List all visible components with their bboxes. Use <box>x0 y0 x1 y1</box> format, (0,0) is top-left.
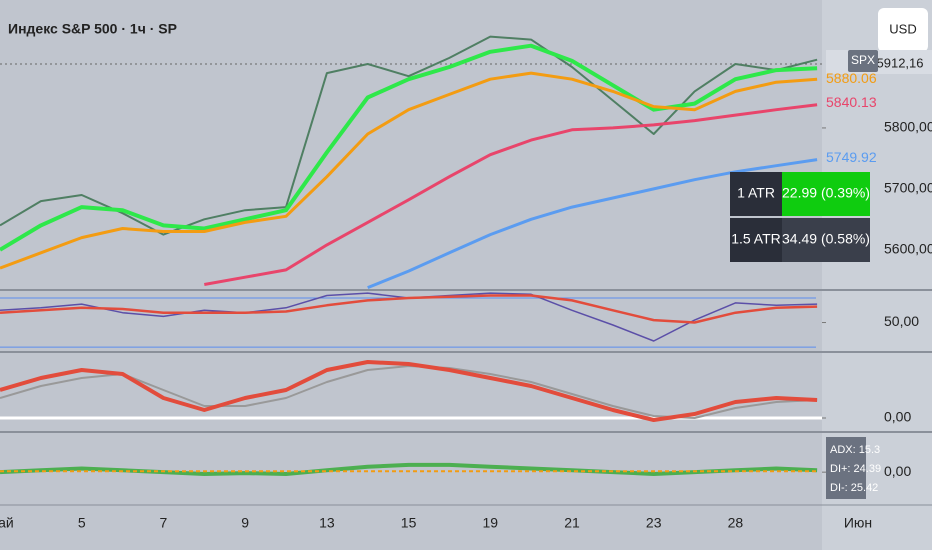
x-tick-label: 15 <box>401 515 417 531</box>
annotation: ADX: 15.3 <box>830 444 880 456</box>
y-tick-label: 0,00 <box>884 463 911 479</box>
series-line <box>0 71 818 270</box>
currency-button[interactable] <box>878 8 928 52</box>
price-label: 5749.92 <box>826 149 877 165</box>
x-tick-label: 23 <box>646 515 662 531</box>
x-tick-label: 7 <box>160 515 168 531</box>
price-label: 5880.06 <box>826 70 877 86</box>
annotation: DI+: 24.39 <box>830 463 881 475</box>
series-line <box>0 294 818 324</box>
x-tick-label: 19 <box>482 515 498 531</box>
y-tick-label: 5600,00 <box>884 240 932 256</box>
x-tick-label: 13 <box>319 515 335 531</box>
y-tick-label: 50,00 <box>884 313 919 329</box>
price-label: 5840.13 <box>826 94 877 110</box>
annotation: DI-: 25.42 <box>830 482 878 494</box>
x-tick-label: Май <box>0 515 14 531</box>
x-tick-label: 28 <box>728 515 744 531</box>
series-line <box>0 360 818 422</box>
y-tick-label: 5800,00 <box>884 119 932 135</box>
symbol: SPX <box>851 53 875 67</box>
series-line <box>204 103 818 286</box>
x-tick-label: Июн <box>844 515 872 531</box>
adx-box <box>826 437 866 499</box>
series-line <box>0 43 818 252</box>
atr-value: 22.99 (0.39%) <box>782 185 870 201</box>
y-tick-label: 5700,00 <box>884 180 932 196</box>
x-tick-label: 9 <box>241 515 249 531</box>
chart-title: Индекс S&P 500 · 1ч · SP <box>8 21 177 37</box>
last-price: 5912,16 <box>877 55 924 70</box>
symbol-box <box>848 50 878 72</box>
atr-cell <box>730 218 782 262</box>
atr-label: 1 ATR <box>737 185 775 201</box>
atr-cell <box>782 218 870 262</box>
series-line <box>367 158 818 289</box>
atr-cell <box>730 172 782 216</box>
currency-label[interactable]: USD <box>889 21 916 36</box>
y-tick-label: 0,00 <box>884 409 911 425</box>
x-tick-label: 21 <box>564 515 580 531</box>
atr-cell <box>782 172 870 216</box>
atr-label: 1.5 ATR <box>731 231 781 247</box>
x-tick-label: 5 <box>78 515 86 531</box>
last-price-box <box>826 50 932 74</box>
atr-value: 34.49 (0.58%) <box>782 231 870 247</box>
